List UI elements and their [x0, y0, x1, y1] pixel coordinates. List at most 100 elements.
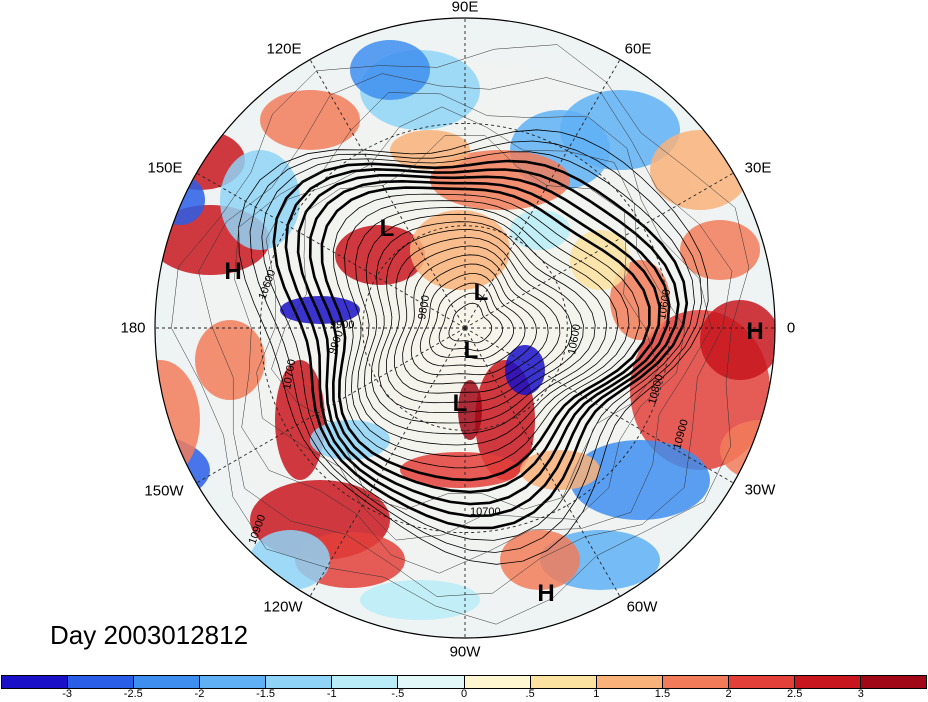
longitude-label: 180	[120, 319, 146, 337]
contour-line	[355, 206, 619, 446]
colorbar-cell	[861, 676, 927, 688]
colorbar-tick-label: 2	[725, 688, 732, 700]
longitude-label: 120E	[266, 40, 302, 58]
colorbar-tick-label: 0	[460, 688, 468, 700]
contour-line	[393, 245, 561, 394]
longitude-label: 60E	[624, 40, 652, 58]
contour-label: 9900	[330, 319, 354, 331]
colorbar-cell	[728, 676, 795, 688]
graticule	[155, 18, 775, 638]
anomaly-blob	[335, 225, 425, 285]
contour-line	[448, 302, 493, 344]
colorbar-tick-label: 2.5	[787, 688, 803, 700]
contour-label: 10600	[656, 288, 673, 320]
colorbar-tick-label: -2	[194, 688, 205, 700]
contour-line	[272, 159, 689, 530]
colorbar-cell	[530, 676, 597, 688]
colorbar-tick-label: -.5	[391, 688, 405, 700]
colorbar-tick-label: -1.5	[256, 688, 276, 700]
meridian-line	[196, 172, 466, 329]
longitude-label: 60W	[626, 598, 658, 616]
longitude-label: 30E	[744, 159, 772, 177]
contour-line	[378, 229, 584, 414]
colorbar-cell	[266, 676, 333, 688]
height-contours	[171, 44, 750, 625]
colorbar	[1, 675, 927, 689]
colorbar-cell	[464, 676, 531, 688]
contour-line	[296, 173, 671, 506]
contour-line	[249, 140, 703, 553]
longitude-label: 30W	[744, 481, 776, 499]
longitude-label: 120W	[263, 598, 303, 616]
colorbar-cell	[68, 676, 135, 688]
anomaly-blob	[700, 300, 775, 380]
colorbar-tick-label: .5	[525, 688, 535, 700]
contour-line	[344, 200, 630, 457]
anomaly-blob	[720, 420, 775, 480]
meridian-line	[464, 59, 621, 329]
contour-line	[261, 151, 695, 541]
meridian-line	[464, 327, 621, 597]
contour-line	[370, 221, 596, 424]
anomaly-blob	[505, 345, 545, 395]
anomaly-blob	[650, 130, 750, 210]
contour-label: 9800	[416, 294, 432, 320]
anomaly-blob	[350, 40, 430, 100]
date-title: Day 2003012812	[50, 620, 249, 650]
anomaly-blob	[155, 175, 205, 225]
anomaly-blob	[680, 220, 760, 280]
colorbar-tick-label: -2.5	[123, 688, 143, 700]
longitude-label: 150W	[144, 482, 184, 500]
anomaly-blob	[458, 380, 482, 440]
anomaly-blob	[510, 210, 570, 250]
anomaly-blob	[195, 320, 265, 400]
colorbar-cell	[596, 676, 663, 688]
colorbar-tick-label: -3	[62, 688, 73, 700]
contour-line	[429, 282, 515, 360]
low-pressure-marker: L	[379, 215, 395, 242]
colorbar-cell	[662, 676, 729, 688]
colorbar-cell	[2, 676, 69, 688]
contour-line	[238, 129, 709, 565]
colorbar-tick-label: -1	[326, 688, 337, 700]
anomaly-blob	[400, 452, 520, 488]
meridian-line	[309, 327, 466, 597]
anomaly-blob	[155, 360, 200, 480]
contour-label: 10700	[470, 506, 501, 518]
anomaly-blob	[500, 530, 580, 590]
meridian-line	[309, 59, 466, 329]
contour-line	[363, 213, 608, 435]
longitude-label: 90W	[449, 643, 481, 661]
high-pressure-marker: H	[224, 258, 242, 285]
contour-line	[284, 167, 680, 518]
contour-label: 10600	[566, 323, 583, 355]
coastline	[234, 92, 712, 574]
meridian-line	[196, 327, 466, 484]
contour-line	[332, 193, 640, 469]
meridian-line	[464, 327, 734, 484]
colorbar-tick-label: 1.5	[654, 688, 671, 700]
low-pressure-marker: L	[463, 337, 479, 364]
low-pressure-marker: L	[473, 279, 489, 306]
colorbar-tick-label: 3	[857, 688, 864, 700]
longitude-label: 150E	[147, 159, 183, 177]
colorbar-cell	[794, 676, 862, 688]
longitude-label: 90E	[451, 0, 479, 16]
anomaly-blob	[250, 530, 330, 590]
colorbar-cell	[200, 676, 267, 688]
contour-line	[419, 273, 526, 368]
contour-label: 10700	[281, 358, 298, 390]
anomaly-blob	[610, 260, 670, 340]
contour-line	[320, 186, 651, 482]
high-pressure-marker: H	[746, 318, 764, 345]
map-border	[154, 17, 776, 639]
anomaly-blob	[520, 450, 600, 490]
anomaly-blob	[570, 440, 710, 520]
anomaly-blob	[560, 90, 680, 170]
longitude-label: 0	[786, 319, 796, 337]
high-pressure-marker: H	[537, 580, 555, 607]
meridian-line	[464, 172, 734, 329]
contour-line	[438, 292, 504, 352]
anomaly-blob	[260, 90, 360, 150]
colorbar-cell	[332, 676, 399, 688]
